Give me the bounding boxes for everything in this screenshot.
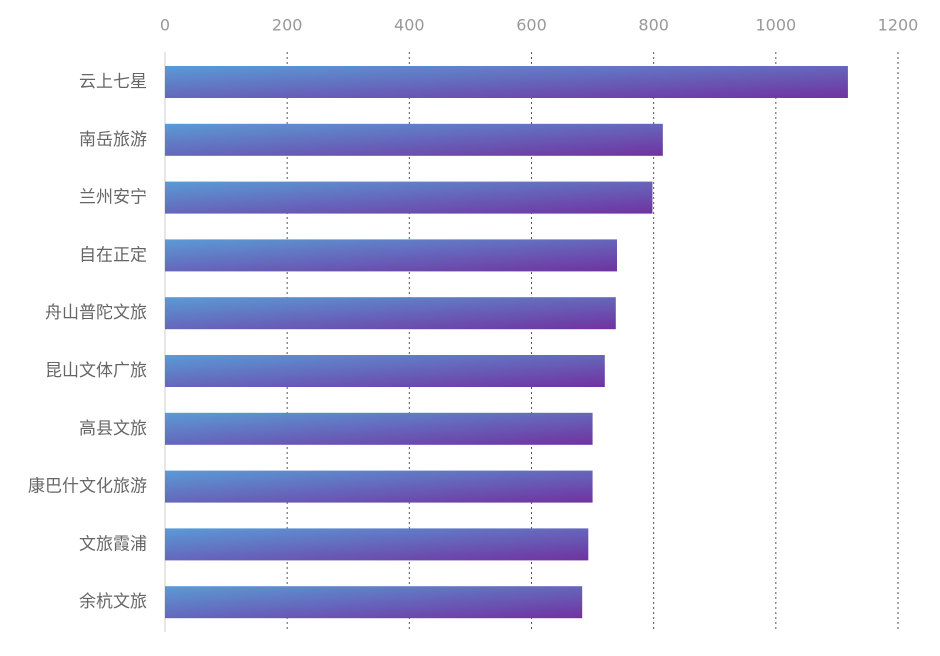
bar	[165, 297, 616, 330]
bar	[165, 181, 653, 214]
bar	[165, 412, 593, 445]
category-label: 兰州安宁	[79, 188, 147, 208]
category-label: 康巴什文化旅游	[28, 477, 147, 497]
bar	[165, 66, 848, 98]
category-labels: 云上七星南岳旅游兰州安宁自在正定舟山普陀文旅昆山文体广旅高县文旅康巴什文化旅游文…	[28, 72, 147, 612]
category-label: 云上七星	[79, 72, 147, 92]
bar	[165, 355, 605, 387]
bars	[165, 66, 848, 619]
x-axis-ticks: 0 200 400 600 800 1000 1200	[160, 16, 918, 35]
category-label: 自在正定	[79, 245, 147, 265]
category-label: 昆山文体广旅	[45, 361, 147, 381]
category-label: 高县文旅	[79, 419, 147, 439]
bar	[165, 470, 593, 503]
x-tick-label: 0	[160, 16, 170, 35]
category-label: 南岳旅游	[79, 130, 147, 150]
bar	[165, 586, 583, 619]
x-tick-label: 600	[516, 16, 547, 35]
category-label: 舟山普陀文旅	[45, 303, 147, 323]
x-tick-label: 800	[638, 16, 669, 35]
bar	[165, 528, 589, 561]
category-label: 文旅霞浦	[79, 534, 147, 554]
x-tick-label: 1200	[878, 16, 919, 35]
bar	[165, 123, 663, 156]
x-tick-label: 400	[394, 16, 425, 35]
bar	[165, 239, 618, 272]
x-tick-label: 1000	[755, 16, 796, 35]
category-label: 余杭文旅	[79, 592, 147, 612]
x-tick-label: 200	[272, 16, 303, 35]
